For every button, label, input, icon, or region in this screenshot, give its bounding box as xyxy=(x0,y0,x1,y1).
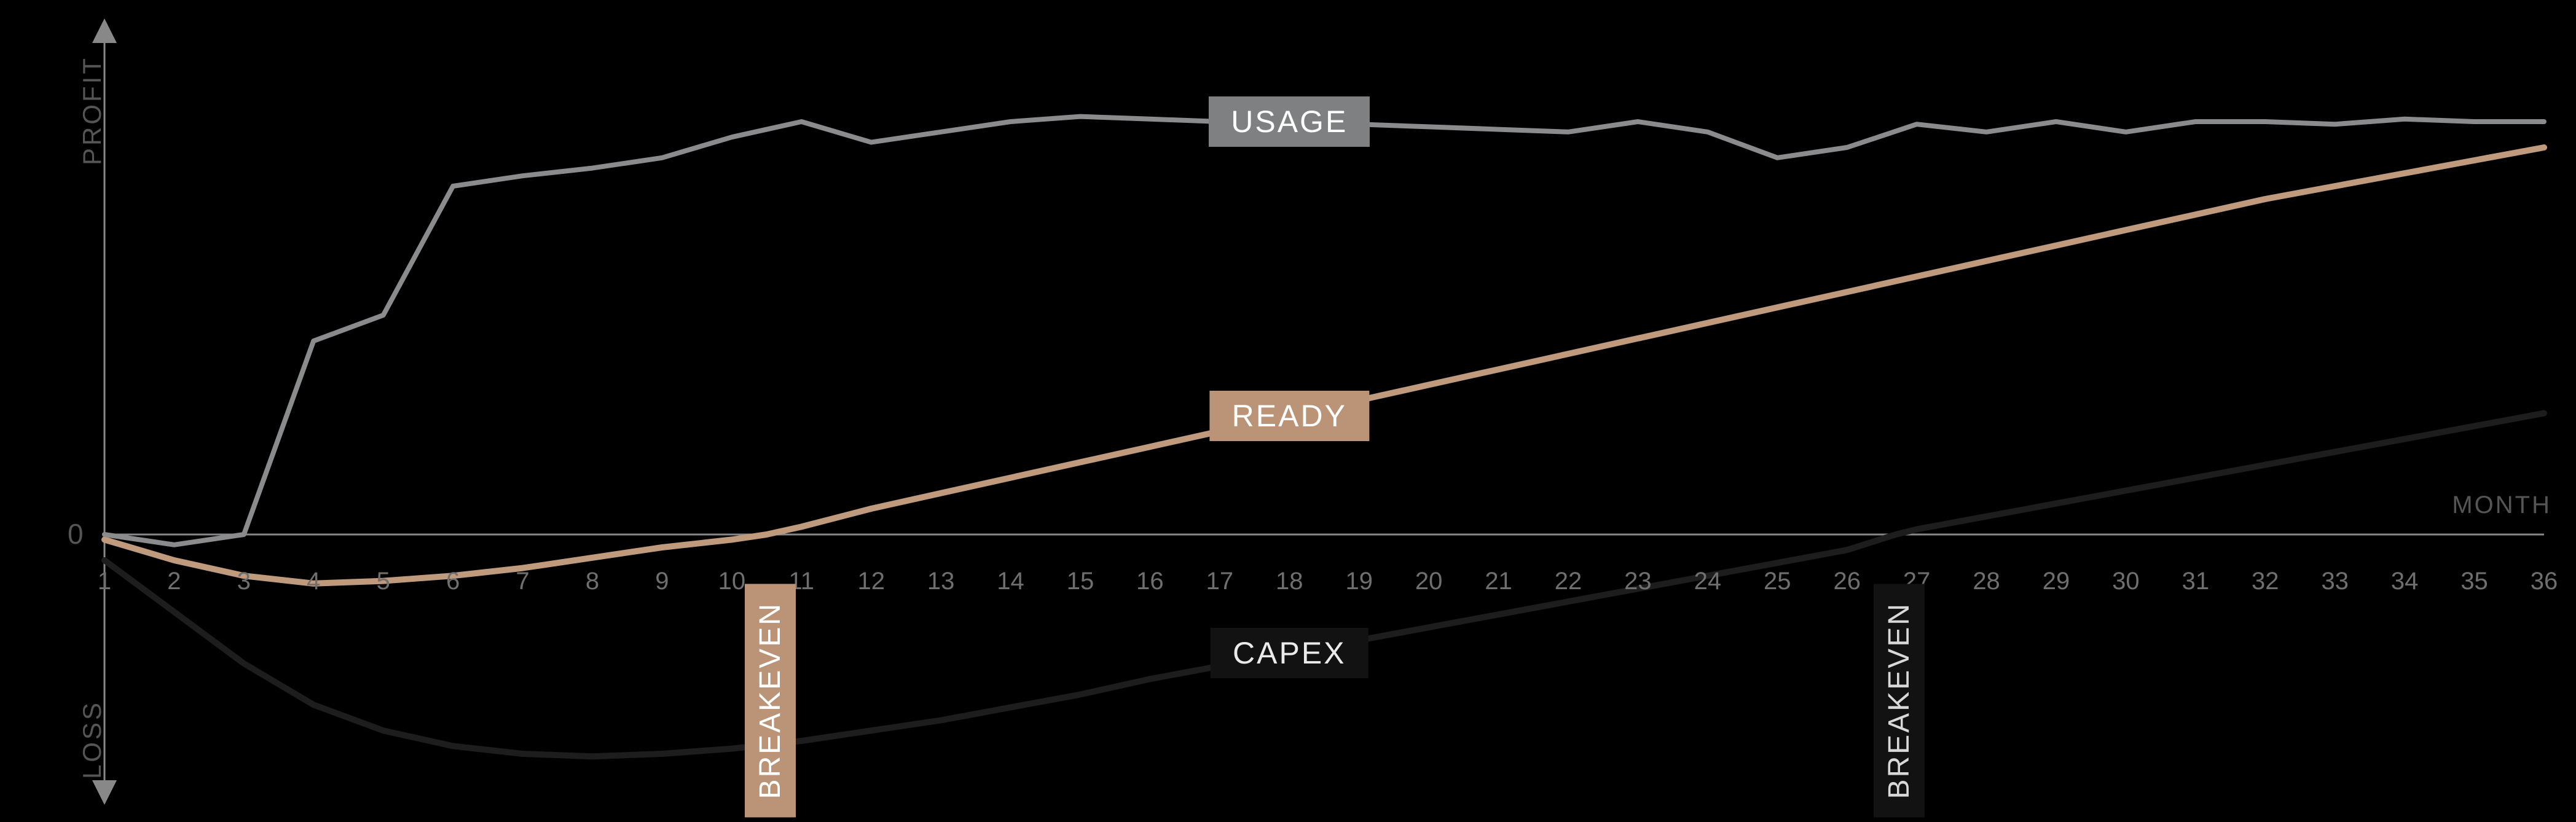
series-badge-capex: CAPEX xyxy=(1211,628,1368,678)
x-tick-19: 19 xyxy=(1341,568,1378,595)
breakeven-ready-badge: BREAKEVEN xyxy=(745,584,796,817)
y-axis-label-loss: LOSS xyxy=(77,691,107,789)
x-tick-30: 30 xyxy=(2107,568,2144,595)
x-tick-31: 31 xyxy=(2177,568,2214,595)
x-tick-22: 22 xyxy=(1550,568,1587,595)
x-tick-13: 13 xyxy=(922,568,959,595)
breakeven-capex-badge: BREAKEVEN xyxy=(1874,584,1925,817)
x-tick-6: 6 xyxy=(434,568,471,595)
x-tick-26: 26 xyxy=(1829,568,1866,595)
y-axis-label-profit: PROFIT xyxy=(77,67,107,165)
x-tick-25: 25 xyxy=(1759,568,1796,595)
y-axis-label-zero: 0 xyxy=(68,517,84,550)
x-tick-23: 23 xyxy=(1619,568,1656,595)
x-tick-32: 32 xyxy=(2247,568,2283,595)
x-tick-12: 12 xyxy=(853,568,890,595)
series-badge-ready: READY xyxy=(1210,391,1369,441)
x-tick-28: 28 xyxy=(1968,568,2005,595)
series-badge-usage: USAGE xyxy=(1209,96,1370,147)
x-tick-34: 34 xyxy=(2386,568,2423,595)
x-tick-16: 16 xyxy=(1131,568,1168,595)
x-tick-7: 7 xyxy=(505,568,541,595)
x-axis-label-month: MONTH xyxy=(2452,491,2551,519)
x-tick-35: 35 xyxy=(2456,568,2493,595)
chart-container: 1234567891011121314151617181920212223242… xyxy=(0,0,2576,822)
x-tick-36: 36 xyxy=(2526,568,2562,595)
x-tick-4: 4 xyxy=(295,568,332,595)
x-tick-24: 24 xyxy=(1689,568,1726,595)
x-tick-5: 5 xyxy=(365,568,402,595)
x-tick-1: 1 xyxy=(86,568,123,595)
x-tick-3: 3 xyxy=(226,568,262,595)
x-tick-14: 14 xyxy=(992,568,1029,595)
x-tick-20: 20 xyxy=(1410,568,1447,595)
x-tick-18: 18 xyxy=(1271,568,1308,595)
x-tick-29: 29 xyxy=(2038,568,2075,595)
x-tick-2: 2 xyxy=(155,568,192,595)
x-tick-8: 8 xyxy=(574,568,611,595)
x-tick-21: 21 xyxy=(1480,568,1517,595)
x-tick-33: 33 xyxy=(2317,568,2354,595)
x-tick-9: 9 xyxy=(643,568,680,595)
series-line-ready xyxy=(104,147,2544,584)
x-tick-17: 17 xyxy=(1201,568,1238,595)
x-tick-15: 15 xyxy=(1062,568,1099,595)
